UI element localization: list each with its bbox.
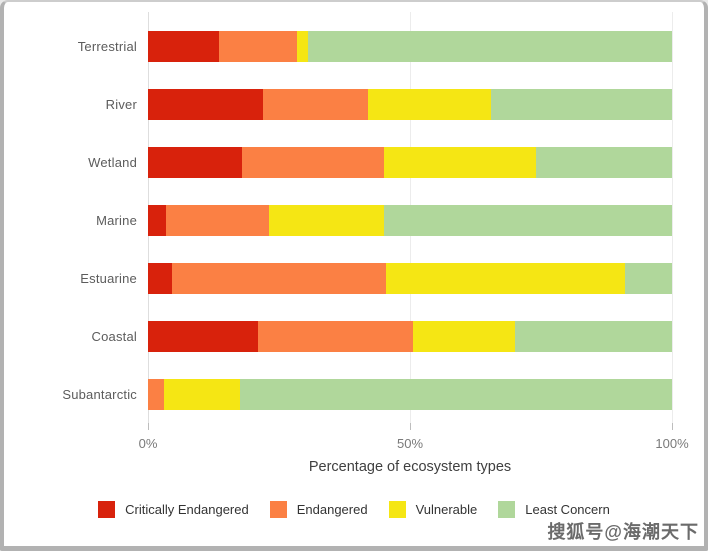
x-axis-title: Percentage of ecosystem types xyxy=(308,459,512,475)
bar-estuarine xyxy=(148,262,672,294)
segment-vulnerable xyxy=(297,30,308,62)
bar-subantarctic xyxy=(148,378,672,410)
legend-swatch-icon xyxy=(388,501,406,518)
legend-item-vulnerable: Vulnerable xyxy=(388,501,478,518)
segment-critically-endangered xyxy=(148,146,243,178)
bar-coastal xyxy=(148,320,672,352)
segment-critically-endangered xyxy=(148,30,219,62)
x-tick-mark-0 xyxy=(148,423,149,430)
segment-least-concern xyxy=(624,262,672,294)
watermark: 搜狐号@海潮天下 xyxy=(547,522,699,542)
category-label-estuarine: Estuarine xyxy=(80,270,137,286)
segment-endangered xyxy=(218,30,298,62)
segment-least-concern xyxy=(307,30,672,62)
legend: Critically Endangered Endangered Vulnerabl… xyxy=(4,501,704,518)
segment-critically-endangered xyxy=(148,204,167,236)
bar-row-estuarine xyxy=(148,249,672,307)
bar-terrestrial xyxy=(148,30,672,62)
legend-swatch-icon xyxy=(498,501,516,518)
x-tick-mark-50 xyxy=(410,423,411,430)
segment-vulnerable xyxy=(163,378,240,410)
legend-swatch-icon xyxy=(269,501,287,518)
segment-least-concern xyxy=(383,204,672,236)
bar-row-subantarctic xyxy=(148,365,672,423)
bar-row-coastal xyxy=(148,307,672,365)
category-label-river: River xyxy=(105,96,137,112)
chart-body: Terrestrial River Wetland Marine Estuarine Co… xyxy=(4,12,704,430)
category-label-marine: Marine xyxy=(96,212,137,228)
legend-label: Vulnerable xyxy=(415,502,478,517)
legend-item-least-concern: Least Concern xyxy=(498,501,610,518)
x-tick-label-50: 50% xyxy=(396,436,424,451)
segment-vulnerable xyxy=(386,262,625,294)
category-label-coastal: Coastal xyxy=(91,328,137,344)
bar-marine xyxy=(148,204,672,236)
segment-endangered xyxy=(258,320,413,352)
segment-endangered xyxy=(166,204,269,236)
bar-river xyxy=(148,88,672,120)
segment-endangered xyxy=(242,146,384,178)
segment-endangered xyxy=(148,378,164,410)
segment-least-concern xyxy=(514,320,672,352)
segment-critically-endangered xyxy=(148,262,172,294)
legend-item-critically-endangered: Critically Endangered xyxy=(98,501,249,518)
bar-row-marine xyxy=(148,191,672,249)
segment-vulnerable xyxy=(383,146,536,178)
legend-label: Critically Endangered xyxy=(125,502,249,517)
y-axis-labels: Terrestrial River Wetland Marine Estuarine Co… xyxy=(4,17,148,423)
x-axis-tick-labels: 0% 50% 100% xyxy=(139,436,689,452)
segment-vulnerable xyxy=(368,88,492,120)
bar-row-river xyxy=(148,75,672,133)
category-label-subantarctic: Subantarctic xyxy=(62,386,137,402)
legend-label: Endangered xyxy=(296,502,368,517)
category-label-terrestrial: Terrestrial xyxy=(77,38,137,54)
segment-vulnerable xyxy=(412,320,515,352)
gridline-100 xyxy=(672,12,673,423)
segment-endangered xyxy=(171,262,387,294)
bar-row-wetland xyxy=(148,133,672,191)
segment-critically-endangered xyxy=(148,320,259,352)
x-tick-mark-100 xyxy=(672,423,673,430)
category-label-wetland: Wetland xyxy=(88,154,137,170)
segment-least-concern xyxy=(239,378,672,410)
legend-swatch-icon xyxy=(98,501,116,518)
bar-row-terrestrial xyxy=(148,17,672,75)
legend-label: Least Concern xyxy=(525,502,610,517)
segment-least-concern xyxy=(491,88,672,120)
plot-area xyxy=(148,12,673,430)
bar-wetland xyxy=(148,146,672,178)
segment-critically-endangered xyxy=(148,88,264,120)
x-tick-label-0: 0% xyxy=(138,436,158,451)
segment-least-concern xyxy=(535,146,672,178)
segment-vulnerable xyxy=(268,204,384,236)
legend-item-endangered: Endangered xyxy=(269,501,368,518)
x-tick-label-100: 100% xyxy=(655,436,689,451)
segment-endangered xyxy=(263,88,369,120)
